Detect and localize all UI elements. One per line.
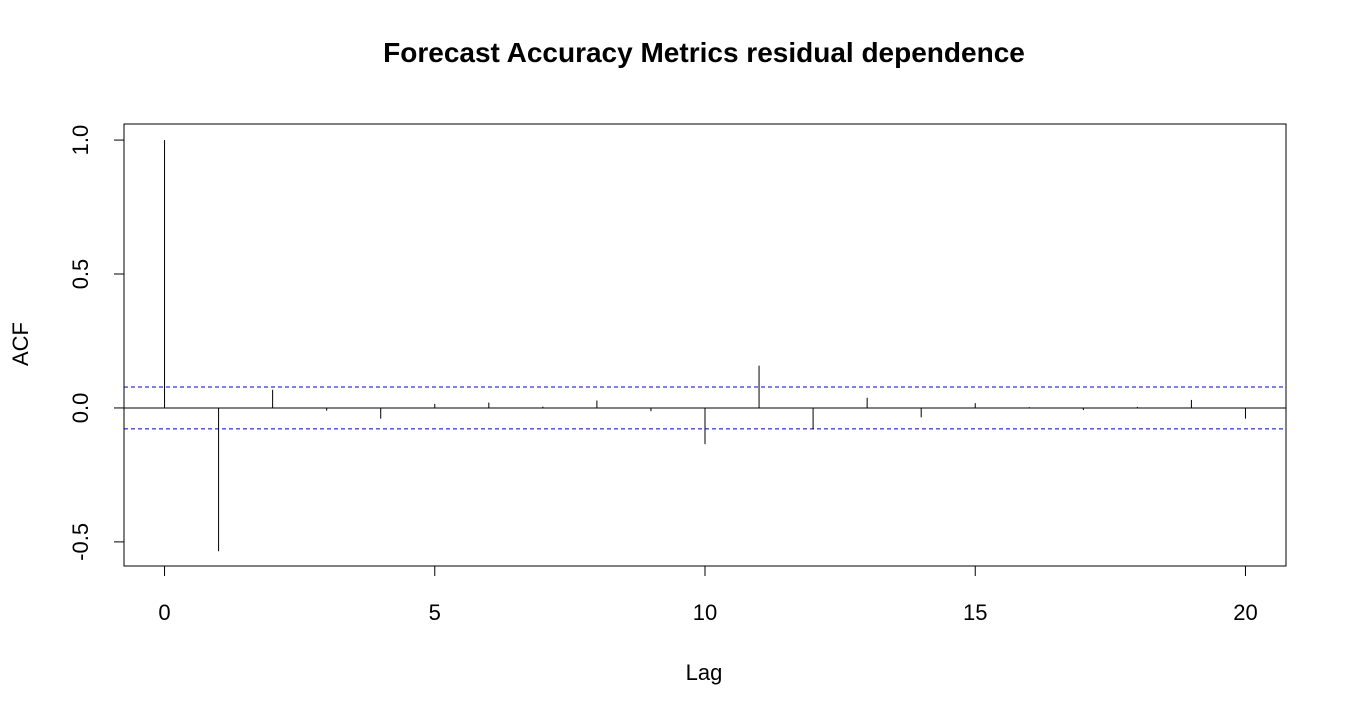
chart-title: Forecast Accuracy Metrics residual depen…	[383, 37, 1025, 68]
x-tick-label: 20	[1233, 600, 1257, 625]
x-tick-label: 10	[693, 600, 717, 625]
x-axis: 0 5 10 15 20	[158, 565, 1258, 625]
x-axis-title: Lag	[686, 660, 723, 685]
y-tick-label: 1.0	[68, 125, 93, 156]
x-tick-label: 5	[429, 600, 441, 625]
y-tick-label: -0.5	[68, 523, 93, 561]
y-axis: -0.5 0.0 0.5 1.0	[68, 125, 125, 561]
y-axis-title: ACF	[8, 322, 33, 366]
x-tick-label: 15	[963, 600, 987, 625]
x-tick-label: 0	[158, 600, 170, 625]
plot-frame	[123, 123, 1287, 567]
y-tick-label: 0.0	[68, 393, 93, 424]
acf-bars	[124, 140, 1286, 552]
y-tick-label: 0.5	[68, 259, 93, 290]
